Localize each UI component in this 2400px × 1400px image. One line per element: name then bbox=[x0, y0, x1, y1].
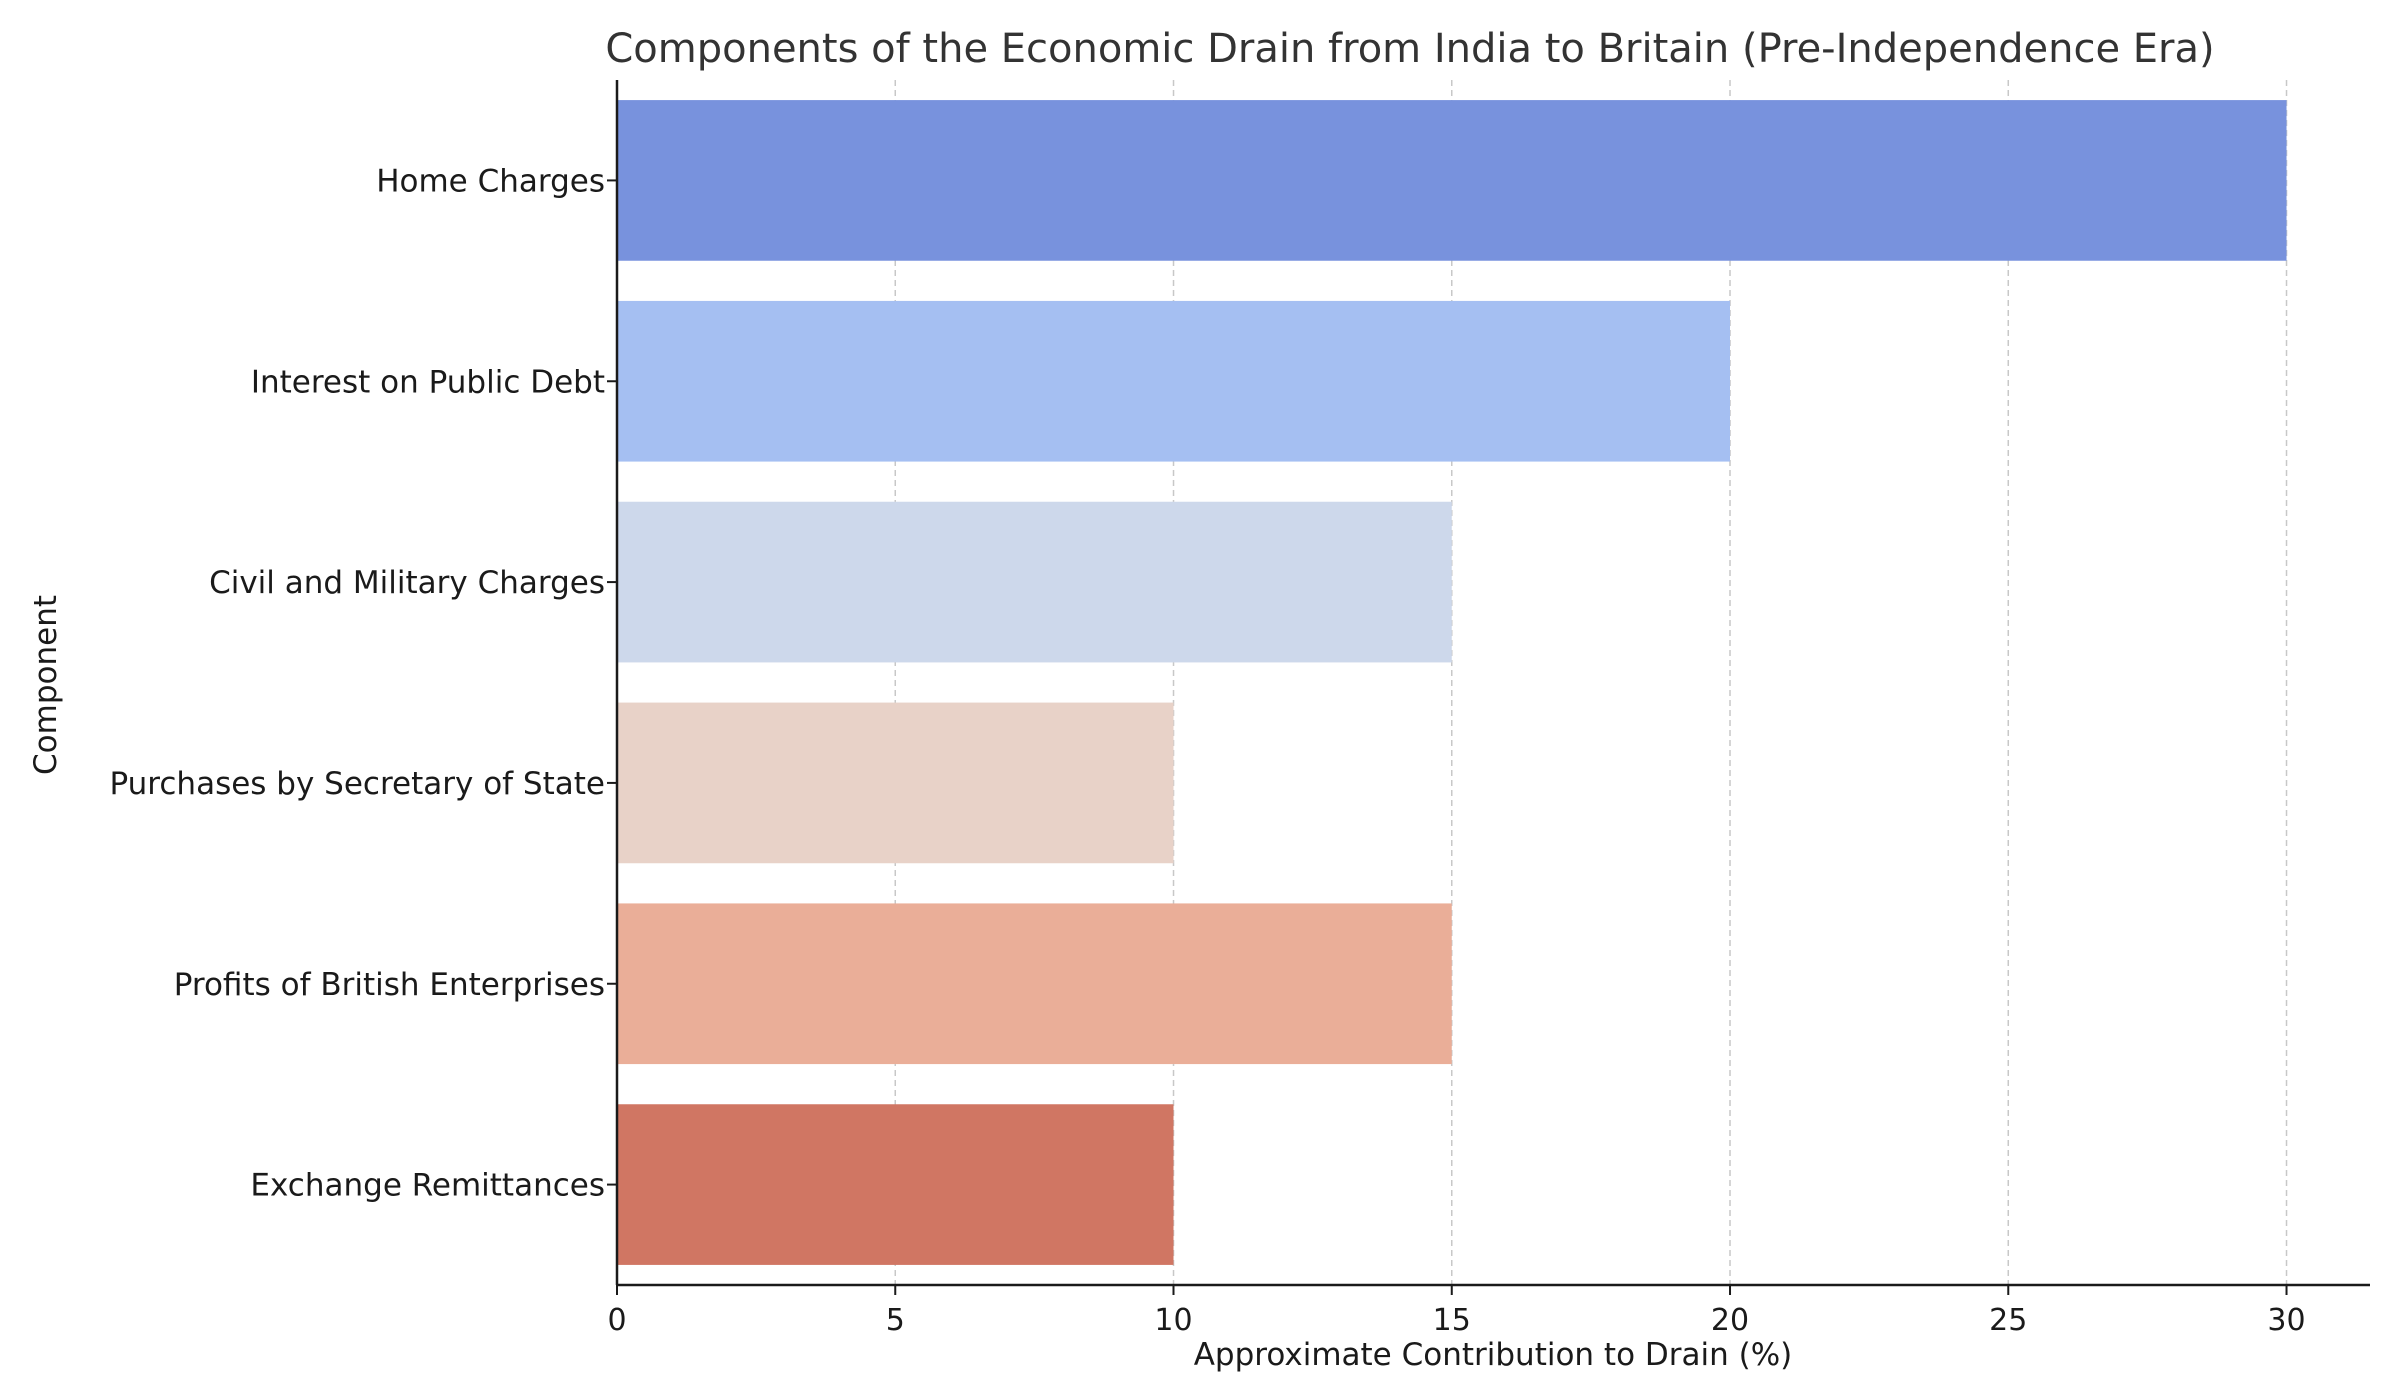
bars bbox=[617, 100, 2287, 1265]
x-tick-label: 5 bbox=[886, 1303, 905, 1338]
bar bbox=[617, 1104, 1174, 1265]
category-label: Civil and Military Charges bbox=[209, 565, 605, 601]
bar bbox=[617, 702, 1174, 864]
bar bbox=[617, 100, 2287, 261]
x-tick-label: 15 bbox=[1433, 1303, 1471, 1338]
bar bbox=[617, 903, 1452, 1065]
chart-title: Components of the Economic Drain from In… bbox=[605, 26, 2214, 72]
y-categories: Home Charges Interest on Public Debt Civil… bbox=[110, 163, 617, 1204]
category-label: Exchange Remittances bbox=[250, 1168, 605, 1204]
category-label: Profits of British Enterprises bbox=[174, 967, 605, 1003]
grid-lines bbox=[894, 80, 2288, 1285]
category-label: Home Charges bbox=[376, 163, 605, 199]
category-label: Purchases by Secretary of State bbox=[110, 766, 605, 802]
y-axis-label: Component bbox=[28, 595, 64, 775]
bar bbox=[617, 501, 1452, 663]
axes bbox=[615, 80, 2370, 1287]
category-label: Interest on Public Debt bbox=[251, 364, 605, 400]
x-tick-label: 20 bbox=[1711, 1303, 1749, 1338]
bar bbox=[617, 300, 1731, 462]
x-ticks: 0 5 10 15 20 25 30 bbox=[607, 1285, 2306, 1338]
x-tick-label: 10 bbox=[1154, 1303, 1192, 1338]
x-axis-label: Approximate Contribution to Drain (%) bbox=[1194, 1337, 1793, 1373]
x-tick-label: 30 bbox=[2267, 1303, 2305, 1338]
x-tick-label: 25 bbox=[1989, 1303, 2027, 1338]
x-tick-label: 0 bbox=[607, 1303, 626, 1338]
